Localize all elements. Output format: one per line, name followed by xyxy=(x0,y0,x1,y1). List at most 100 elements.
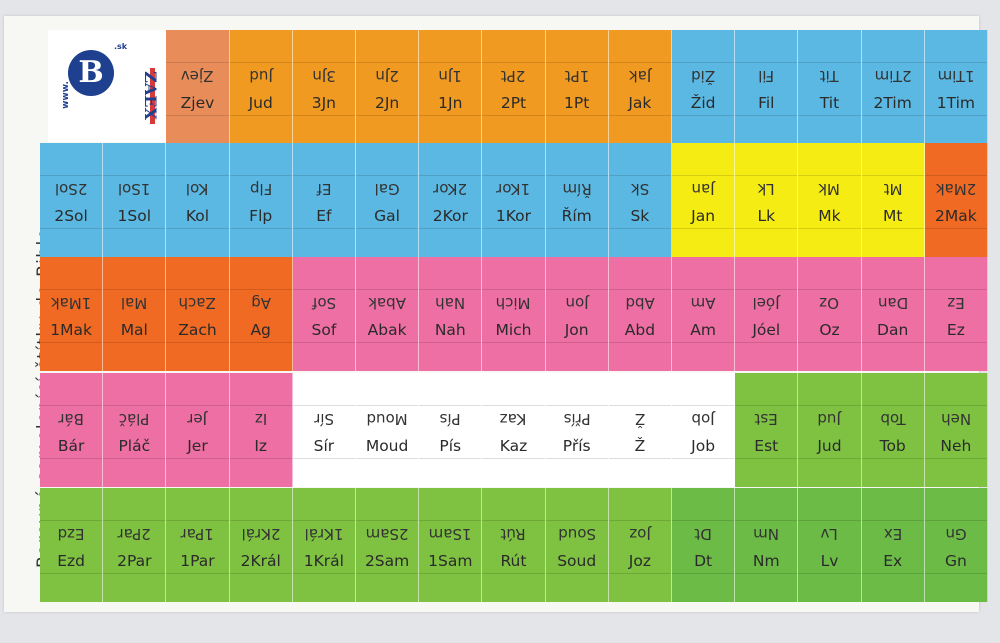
label-sticker: Abd Abd xyxy=(608,257,672,371)
label-sticker: Ef Ef xyxy=(292,143,356,257)
sticker-label: Nm xyxy=(752,551,780,570)
sticker-fold-lines xyxy=(166,288,229,344)
sticker-fold-lines xyxy=(166,404,229,460)
sticker-fold-lines xyxy=(419,61,482,117)
sticker-label: Oz xyxy=(819,320,840,339)
sticker-fold-lines xyxy=(103,174,166,230)
sticker-fold-lines xyxy=(924,174,987,230)
sticker-label-flipped: Rút xyxy=(500,524,527,543)
sticker-label: Bár xyxy=(57,436,85,455)
sticker-label-flipped: Pláč xyxy=(118,409,150,428)
label-sticker: Pláč Pláč xyxy=(103,373,167,487)
label-sticker: Flp Flp xyxy=(229,143,293,257)
sticker-label: Ž xyxy=(634,436,646,455)
label-sticker: Pís Pís xyxy=(419,373,483,487)
sticker-label: Kol xyxy=(185,206,210,225)
sticker-label-flipped: Flp xyxy=(249,179,272,198)
label-sticker: 1Král 1Král xyxy=(292,488,356,602)
sticker-fold-lines xyxy=(798,404,861,460)
sticker-fold-lines xyxy=(482,174,545,230)
sticker-label: Gn xyxy=(944,551,967,570)
sticker-label-flipped: Jud xyxy=(248,66,273,85)
label-sticker: 2Sam 2Sam xyxy=(356,488,420,602)
sticker-label-flipped: Řím xyxy=(562,179,592,198)
sticker-label: 1Jn xyxy=(438,93,463,112)
label-sticker: 1Pt 1Pt xyxy=(545,30,609,144)
sticker-label-flipped: Ezd xyxy=(57,524,85,543)
sticker-label: 1Sol xyxy=(117,206,152,225)
sticker-label: 2Jn xyxy=(374,93,400,112)
sticker-label-flipped: 2Pt xyxy=(501,66,526,85)
label-sticker: Kaz Kaz xyxy=(482,373,546,487)
sticker-label-flipped: Jak xyxy=(628,66,652,85)
label-sticker: Ex Ex xyxy=(861,488,925,602)
sticker-label: Est xyxy=(754,436,779,455)
sticker-label: Iz xyxy=(254,436,268,455)
sticker-fold-lines xyxy=(861,519,924,575)
sticker-fold-lines xyxy=(292,288,355,344)
sticker-label: 2Mak xyxy=(935,206,977,225)
sticker-label: Abak xyxy=(367,320,407,339)
sticker-label: 1Kor xyxy=(495,206,532,225)
label-sticker: 1Mak 1Mak xyxy=(40,257,104,371)
sticker-fold-lines xyxy=(798,174,861,230)
sticker-label-flipped: Abd xyxy=(625,293,655,312)
label-sticker: Zjev Zjev xyxy=(166,30,230,144)
sticker-fold-lines xyxy=(924,61,987,117)
sticker-fold-lines xyxy=(356,174,419,230)
sticker-label-flipped: Jóel xyxy=(752,293,780,312)
sticker-label: Pís xyxy=(439,436,462,455)
sticker-label: Zjev xyxy=(180,93,215,112)
label-sticker: Sír Sír xyxy=(292,373,356,487)
label-sticker: Žid Žid xyxy=(672,30,736,144)
sticker-label: Jóel xyxy=(752,320,781,339)
label-sticker: Jan Jan xyxy=(672,143,736,257)
label-sticker: Jud Jud xyxy=(229,30,293,144)
sticker-label: Joz xyxy=(628,551,651,570)
sticker-label-flipped: Jer xyxy=(187,409,208,428)
sticker-label-flipped: Mk xyxy=(818,179,841,198)
sticker-fold-lines xyxy=(40,288,103,344)
sticker-fold-lines xyxy=(166,61,229,117)
sticker-fold-lines xyxy=(545,519,608,575)
label-sticker: 1Par 1Par xyxy=(166,488,230,602)
sticker-label: Flp xyxy=(249,206,273,225)
sticker-fold-lines xyxy=(292,174,355,230)
label-sticker: Dt Dt xyxy=(672,488,736,602)
sticker-label-flipped: Bár xyxy=(58,409,84,428)
sticker-label-flipped: Joz xyxy=(629,524,651,543)
label-sticker: Tit Tit xyxy=(798,30,862,144)
label-sticker: 1Jn 1Jn xyxy=(419,30,483,144)
sticker-label-flipped: 1Jn xyxy=(438,66,463,85)
sticker-label-flipped: 1Mak xyxy=(50,293,92,312)
sticker-fold-lines xyxy=(861,61,924,117)
sticker-fold-lines xyxy=(545,174,608,230)
label-sticker: Iz Iz xyxy=(229,373,293,487)
sticker-fold-lines xyxy=(735,519,798,575)
sticker-label-flipped: 1Sol xyxy=(118,179,151,198)
sticker-label: 3Jn xyxy=(311,93,337,112)
sticker-fold-lines xyxy=(798,61,861,117)
label-sticker: Řím Řím xyxy=(545,143,609,257)
sticker-label-flipped: Gal xyxy=(374,179,400,198)
sticker-label-flipped: Mal xyxy=(121,293,148,312)
sticker-label-flipped: Mich xyxy=(496,293,531,312)
label-sticker: Přís Přís xyxy=(545,373,609,487)
label-sticker: Ag Ag xyxy=(229,257,293,371)
label-sticker: 2Tim 2Tim xyxy=(861,30,925,144)
sticker-fold-lines xyxy=(356,404,419,460)
label-sticker: Nah Nah xyxy=(419,257,483,371)
sticker-fold-lines xyxy=(356,61,419,117)
sticker-label-flipped: Zjev xyxy=(181,66,214,85)
label-sticker: 2Král 2Král xyxy=(229,488,293,602)
sticker-label-flipped: Jud xyxy=(817,409,842,428)
label-sticker: Nm Nm xyxy=(735,488,799,602)
sticker-label: Ef xyxy=(316,206,332,225)
label-sticker: Gal Gal xyxy=(356,143,420,257)
label-sticker: Soud Soud xyxy=(545,488,609,602)
sticker-fold-lines xyxy=(103,404,166,460)
label-sticker: Moud Moud xyxy=(356,373,420,487)
sticker-fold-lines xyxy=(166,174,229,230)
sticker-label: Mich xyxy=(495,320,532,339)
sticker-fold-lines xyxy=(735,288,798,344)
